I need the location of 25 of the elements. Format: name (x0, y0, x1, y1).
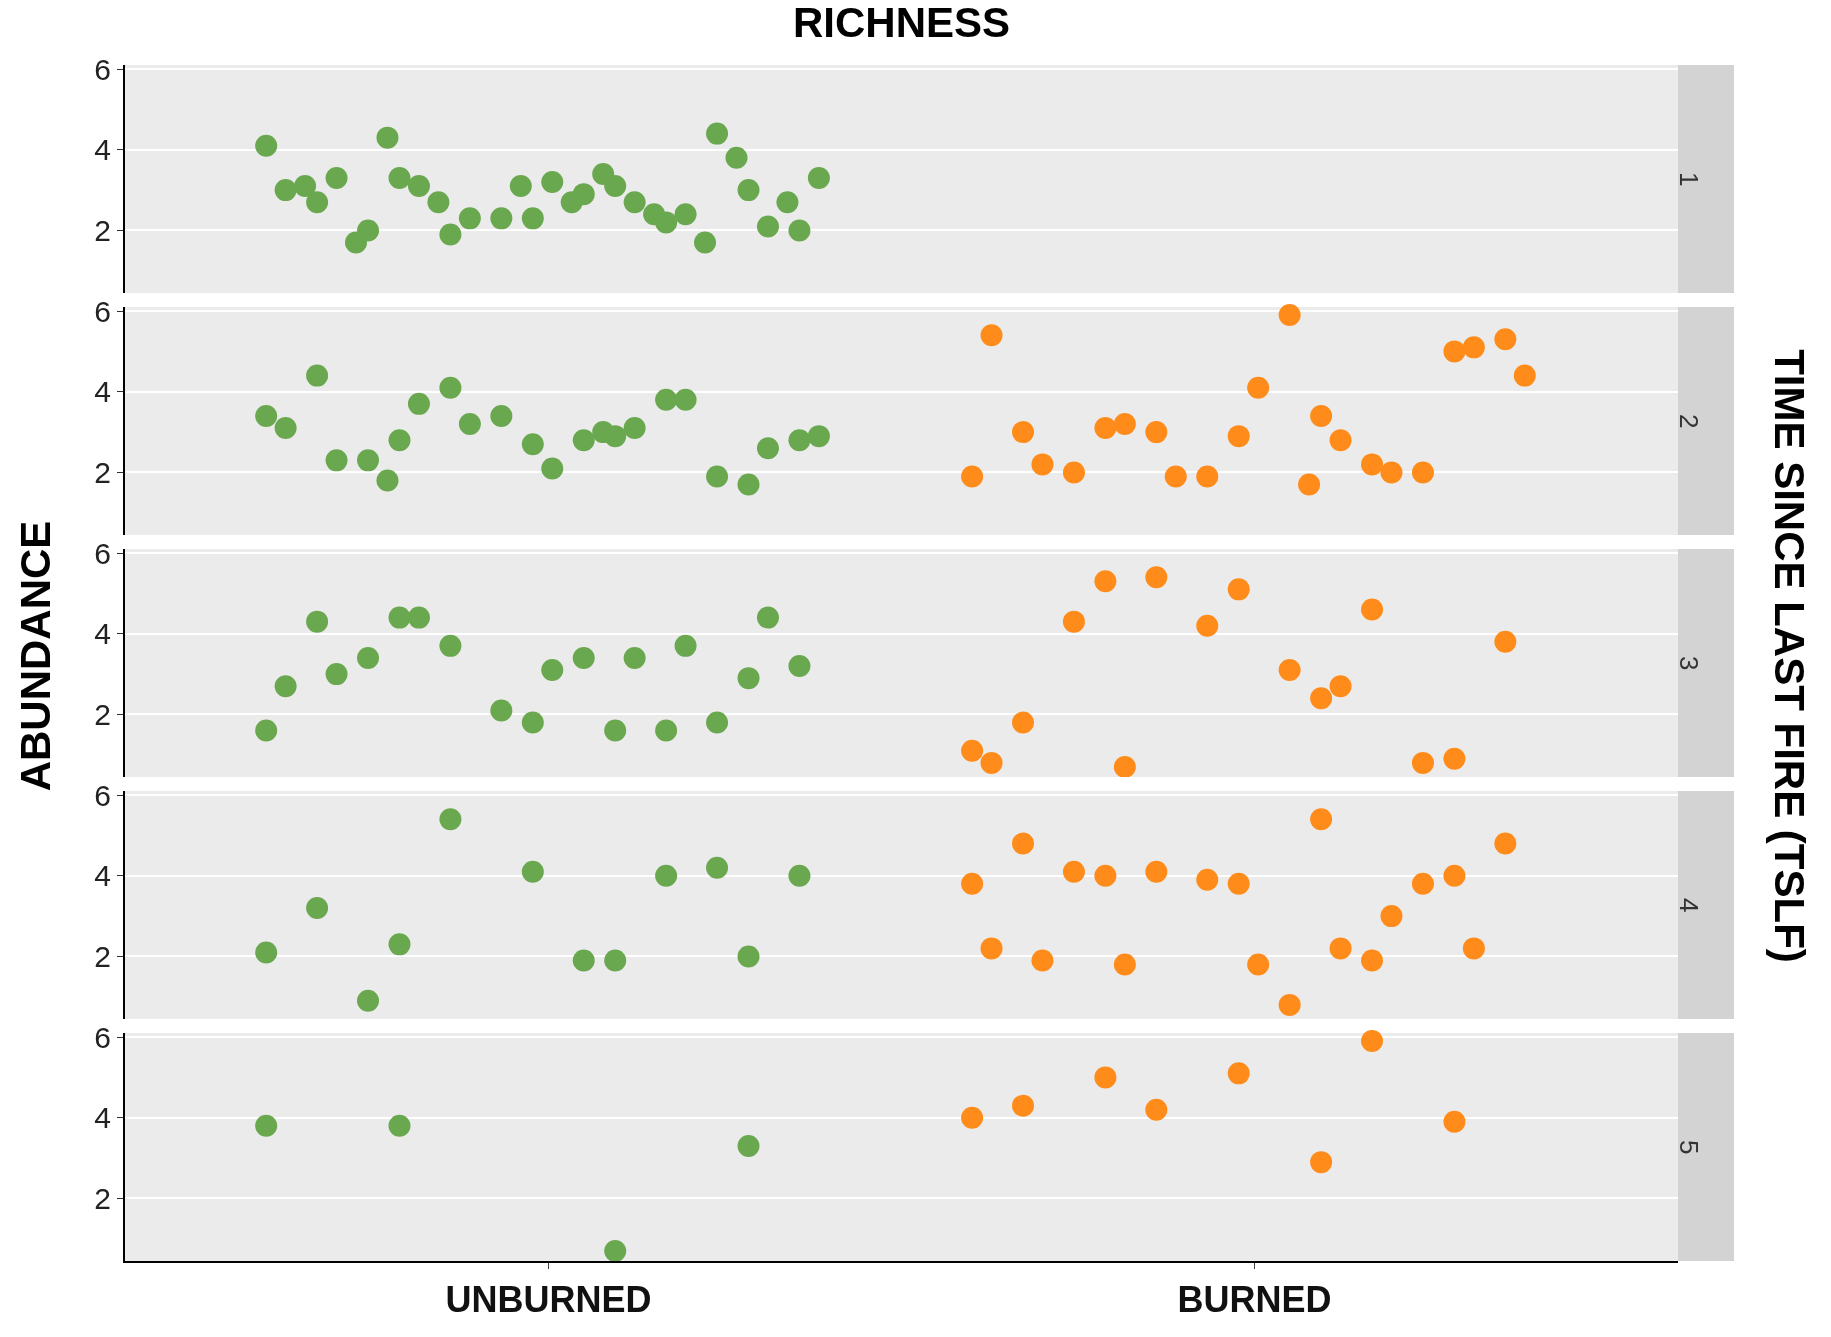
y-tick-label: 2 (94, 455, 111, 489)
annotation: 3 (1674, 656, 1704, 671)
y-tick-label: 2 (94, 1181, 111, 1215)
x-tick-label: BURNED (1177, 1279, 1332, 1321)
y-tick-label: 6 (94, 778, 111, 812)
y-tick-label: 4 (94, 1101, 111, 1135)
text: TIME SINCE LAST FIRE (TSLF) (1764, 349, 1813, 963)
annotation: 5 (1674, 1140, 1704, 1155)
y-tick-label: 4 (94, 133, 111, 167)
y-tick-label: 6 (94, 536, 111, 570)
y-tick-label: 2 (94, 697, 111, 731)
chart-title: RICHNESS (792, 0, 1011, 47)
y-axis-title: ABUNDANCE (11, 520, 60, 792)
y-tick-label: 4 (94, 617, 111, 651)
y-tick-label: 6 (94, 1020, 111, 1054)
y-tick-label: 4 (94, 859, 111, 893)
y-tick-label: 6 (94, 52, 111, 86)
y-tick-label: 6 (94, 294, 111, 328)
annotation: 1 (1674, 172, 1704, 187)
annotation: 4 (1674, 898, 1704, 913)
x-tick-label: UNBURNED (445, 1279, 652, 1321)
y-tick-label: 2 (94, 213, 111, 247)
annotation: 2 (1674, 414, 1704, 429)
y-tick-label: 4 (94, 375, 111, 409)
y-tick-label: 2 (94, 939, 111, 973)
